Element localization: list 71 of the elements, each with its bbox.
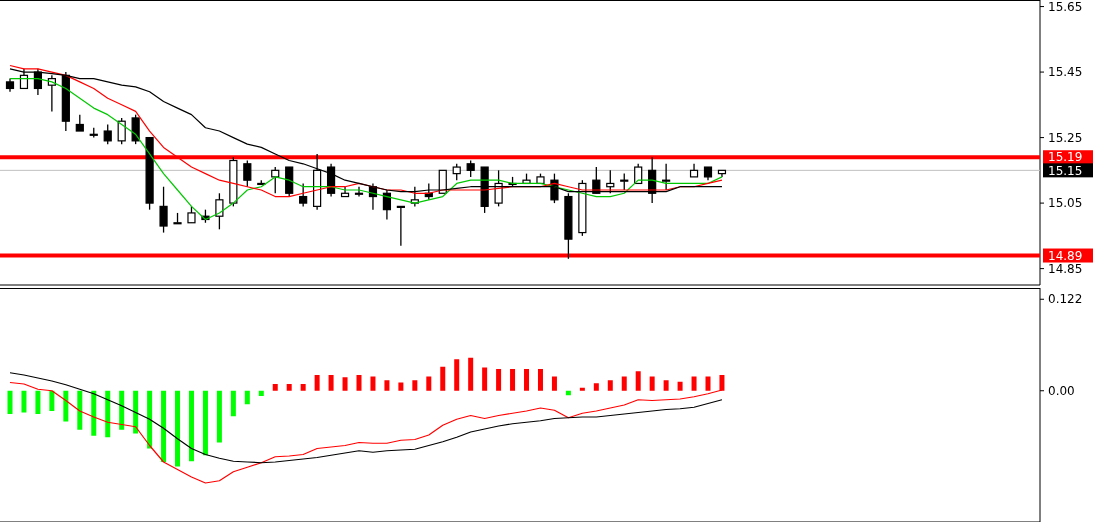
bar [691, 376, 697, 391]
bar [216, 390, 222, 443]
bar [258, 390, 264, 396]
bar [482, 367, 488, 391]
bar [524, 369, 530, 391]
bar [286, 384, 292, 391]
y-tick-label: 0.00 [1048, 383, 1075, 398]
bar [63, 390, 69, 422]
bar [621, 376, 627, 391]
bar [510, 369, 516, 391]
ref-line-label: 15.15 [1048, 163, 1083, 178]
candlestick [271, 166, 280, 194]
y-tick-label: 14.85 [1048, 261, 1083, 276]
candlestick [131, 114, 140, 145]
bar [133, 390, 139, 434]
bar [551, 376, 557, 391]
bar [147, 390, 153, 449]
bar [300, 384, 306, 391]
bar [49, 390, 55, 411]
bar [188, 390, 194, 462]
candlestick [215, 192, 224, 230]
bar [398, 382, 404, 391]
bar [412, 380, 418, 391]
bar [35, 390, 41, 414]
bar [328, 375, 334, 391]
bar [342, 377, 348, 391]
bar [105, 390, 111, 438]
ref-line-label: 14.89 [1048, 248, 1083, 263]
bar [314, 375, 320, 391]
bar [7, 390, 13, 414]
bar [230, 390, 236, 417]
bar [496, 369, 502, 391]
bar [175, 390, 181, 467]
bar [537, 369, 543, 391]
bar [356, 375, 362, 391]
candlestick [243, 159, 252, 188]
bar [161, 390, 167, 462]
candlestick [396, 205, 405, 247]
candlestick [662, 163, 671, 191]
line-series [9, 372, 723, 464]
bar [384, 380, 390, 391]
y-tick-label: 15.05 [1048, 196, 1083, 211]
bar [663, 380, 669, 391]
bar [272, 384, 278, 391]
bar [468, 357, 474, 391]
candlestick [159, 186, 168, 234]
bar [77, 390, 83, 430]
bar [607, 380, 613, 391]
candlestick [117, 117, 126, 145]
candlestick [354, 186, 364, 198]
bar [440, 366, 446, 391]
ref-line-label: 15.19 [1048, 150, 1083, 165]
bar [649, 376, 655, 391]
bar [426, 376, 432, 391]
candlestick [103, 123, 112, 145]
bar [202, 390, 208, 456]
y-tick-label: 15.25 [1048, 130, 1083, 145]
bar [119, 390, 125, 430]
bar [677, 381, 683, 391]
candlestick [299, 182, 308, 208]
bar [579, 387, 585, 391]
bar [454, 359, 460, 391]
y-tick-label: 0.122 [1048, 292, 1083, 307]
bar [91, 390, 97, 436]
bar [21, 390, 27, 413]
y-tick-label: 15.45 [1048, 65, 1083, 80]
bar [370, 376, 376, 391]
bar [244, 390, 250, 405]
bar [593, 383, 599, 391]
y-tick-label: 15.65 [1048, 0, 1083, 14]
bar [635, 371, 641, 391]
